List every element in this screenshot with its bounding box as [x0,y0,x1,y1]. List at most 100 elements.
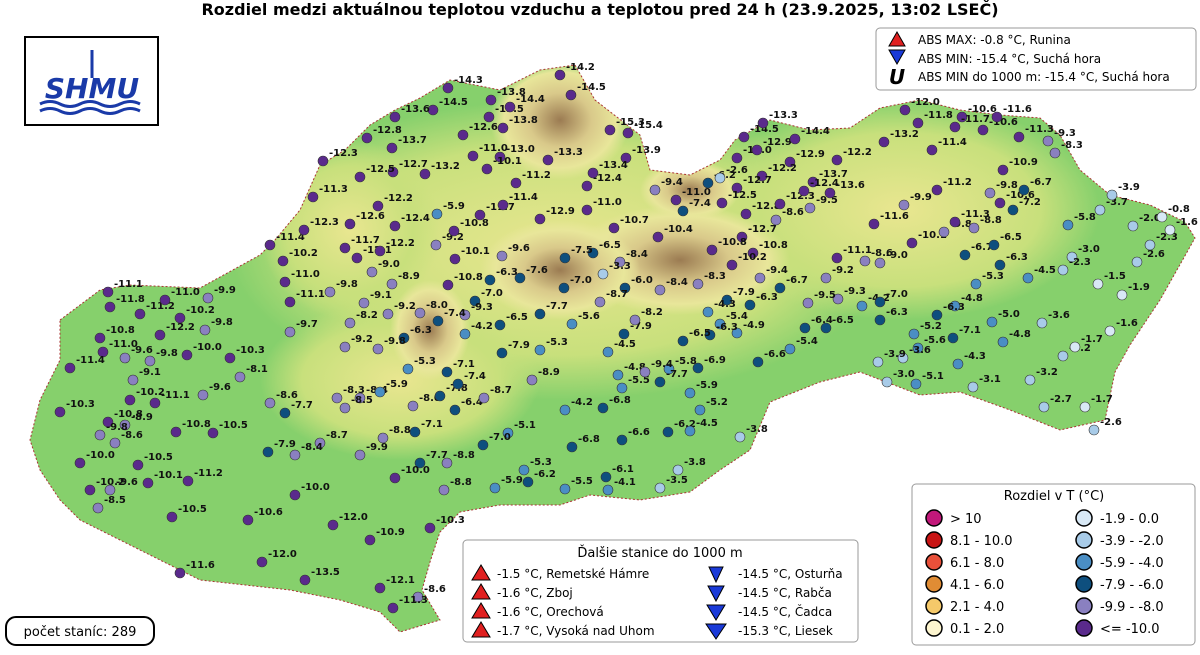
station-value: -12.5 [366,164,395,175]
station-value: -13.4 [599,160,628,171]
station-dot [949,216,961,228]
logo: SHMU [24,36,159,126]
station-dot [327,519,339,531]
station-dot [1116,289,1128,301]
station-value: -12.0 [911,97,940,108]
warm-marker [471,564,491,581]
cold-marker [707,585,725,603]
station-dot [994,259,1006,271]
station-dot [799,322,811,334]
station-dot [224,352,236,364]
station-value: -11.0 [291,269,320,280]
station-value: -10.8 [114,409,143,420]
station-dot [331,392,343,404]
station-value: -8.4 [626,249,648,260]
station-dot [132,459,144,471]
station-value: -10.0 [301,482,330,493]
station-dot [386,142,398,154]
station-dot [652,231,664,243]
station-dot [474,209,486,221]
station-value: -7.4 [444,308,466,319]
station-dot [389,472,401,484]
legend-swatch [1075,553,1093,571]
station-value: -4.3 [714,299,736,310]
station-value: -8.0 [419,393,441,404]
station-value: -4.1 [614,477,636,488]
station-dot [984,187,996,199]
station-dot [407,400,419,412]
station-dot [494,151,506,163]
station-value: -9.8 [211,317,233,328]
station-value: -5.2 [706,397,728,408]
station-dot [154,329,166,341]
station-dot [339,402,351,414]
station-value: -9.2 [351,334,373,345]
station-value: -11.4 [509,192,538,203]
station-dot [409,426,421,438]
legend-swatch [1075,619,1093,637]
station-value: -6.6 [628,427,650,438]
station-value: -8.6 [121,430,143,441]
station-value: -6.8 [609,395,631,406]
station-dot [910,378,922,390]
station-value: -8.8 [980,215,1002,226]
station-value: -5.6 [924,335,946,346]
station-dot [170,426,182,438]
station-dot [1156,211,1168,223]
station-value: -4.5 [614,339,636,350]
legend-label: <= -10.0 [1100,622,1160,637]
station-value: -6.3 [716,322,738,333]
station-value: -13.9 [632,145,661,156]
station-value: -4.3 [964,351,986,362]
station-dot [344,218,356,230]
station-value: -11.7 [961,114,990,125]
station-value: -9.6 [131,345,153,356]
station-dot [358,297,370,309]
extreme-max: ABS MAX: -0.8 °C, Runina [918,33,1071,47]
station-value: -5.3 [546,337,568,348]
station-value: -6.8 [578,434,600,445]
station-value: -8.2 [641,307,663,318]
station-dot [702,177,714,189]
station-dot [242,514,254,526]
station-value: -11.3 [399,595,428,606]
station-dot [714,318,726,330]
station-value: -11.3 [961,209,990,220]
station-value: -12.2 [768,163,797,174]
station-dot [289,449,301,461]
warm-station: -1.7 °C, Vysoká nad Uhom [497,624,655,638]
station-dot [597,268,609,280]
station-value: -8.8 [450,477,472,488]
station-dot [489,482,501,494]
station-dot [731,182,743,194]
station-value: -11.7 [351,235,380,246]
station-dot [234,371,246,383]
station-dot [344,317,356,329]
station-value: -12.9 [763,137,792,148]
station-value: -6.3 [886,307,908,318]
station-dot [654,284,666,296]
station-value: -5.0 [998,309,1020,320]
station-dot [714,172,726,184]
station-dot [784,156,796,168]
station-dot [931,184,943,196]
station-dot [279,276,291,288]
station-value: -3.2 [1036,367,1058,378]
station-dot [559,404,571,416]
station-dot [377,432,389,444]
station-value: -15.3 [616,117,645,128]
station-dot [1104,325,1116,337]
station-dot [912,342,924,354]
station-value: -3.0 [893,369,915,380]
station-value: -11.4 [76,355,105,366]
station-value: -9.2 [394,301,416,312]
station-value: -10.8 [718,237,747,248]
station-value: -11.1 [296,289,325,300]
station-dot [374,386,386,398]
station-dot [994,197,1006,209]
station-dot [692,362,704,374]
station-value: -10.6 [254,507,283,518]
station-value: -8.7 [490,385,512,396]
legend-label: -1.9 - 0.0 [1100,512,1159,527]
station-value: -5.6 [578,311,600,322]
